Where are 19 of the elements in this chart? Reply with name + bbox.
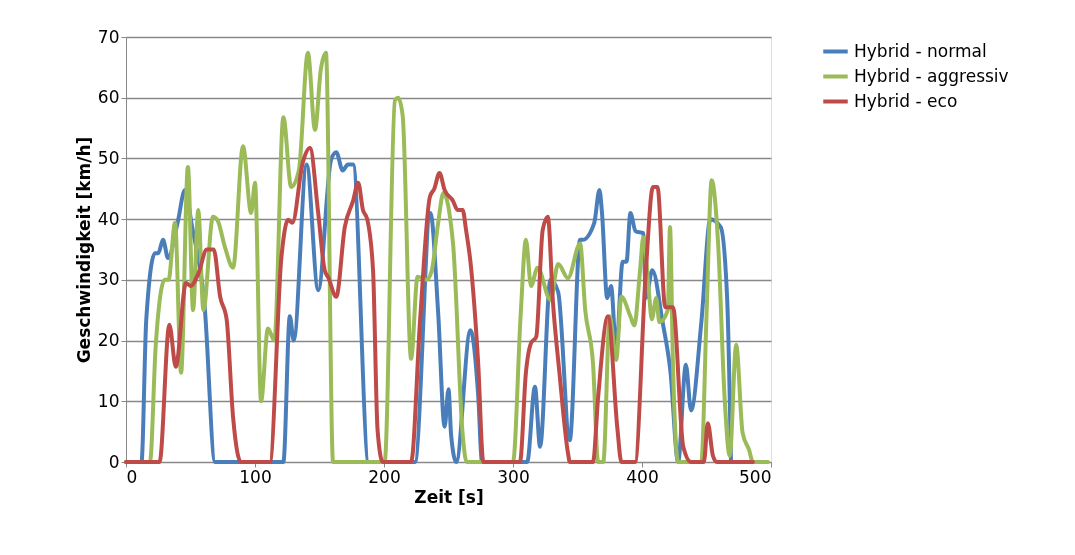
legend-label: Hybrid - eco xyxy=(854,90,958,111)
x-tick-label: 500 xyxy=(739,466,772,487)
y-tick-label: 30 xyxy=(97,269,120,290)
y-tick-label: 0 xyxy=(108,451,120,472)
x-tick-label: 300 xyxy=(497,466,530,487)
x-axis-title: Zeit [s] xyxy=(414,486,484,507)
y-tick-label: 20 xyxy=(97,330,120,351)
legend-label: Hybrid - aggressiv xyxy=(854,65,1009,86)
y-tick-label: 40 xyxy=(97,208,120,229)
y-tick-label: 10 xyxy=(97,390,120,411)
y-tick-label: 60 xyxy=(97,87,120,108)
y-tick-label: 70 xyxy=(97,26,120,47)
x-tick-label: 100 xyxy=(239,466,272,487)
y-tick-label: 50 xyxy=(97,147,120,168)
y-axis-title: Geschwindigkeit [km/h] xyxy=(73,136,94,364)
x-tick-label: 400 xyxy=(626,466,659,487)
legend-label: Hybrid - normal xyxy=(854,40,987,61)
x-tick-label: 200 xyxy=(368,466,401,487)
x-tick-label: 0 xyxy=(126,466,138,487)
